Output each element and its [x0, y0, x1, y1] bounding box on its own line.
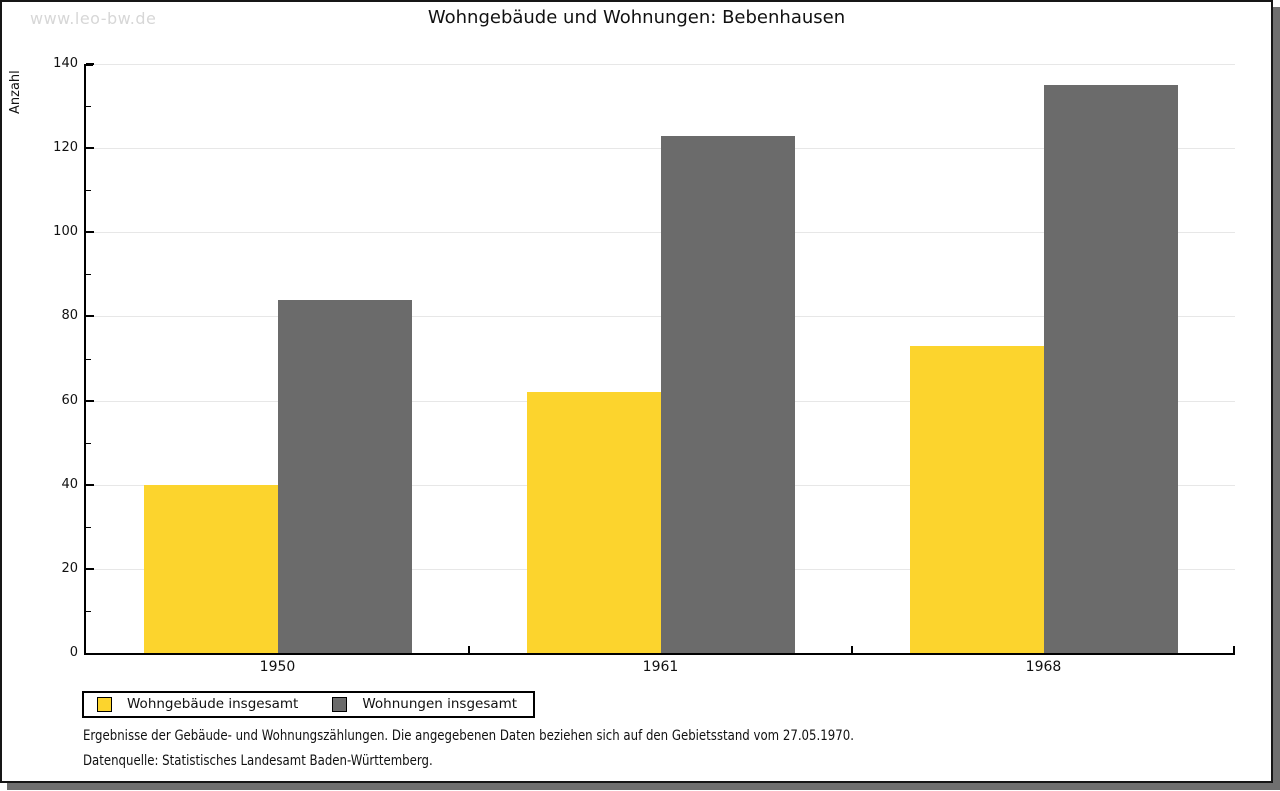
- bar-1968-series0: [909, 345, 1044, 653]
- bar-1961-series1: [660, 135, 795, 653]
- y-minor-tick-30: [86, 526, 91, 528]
- x-category-label-1968: 1968: [1025, 659, 1062, 675]
- footnotes: Ergebnisse der Gebäude- und Wohnungszähl…: [83, 724, 854, 774]
- y-minor-tick-10: [86, 610, 91, 612]
- plot-area: 0 20 40 60 80 100 120 140 1950 1961 1968: [53, 56, 1235, 675]
- x-tick-2: [851, 646, 853, 653]
- y-minor-tick-110: [86, 190, 91, 192]
- x-category-label-1961: 1961: [642, 659, 679, 675]
- y-minor-tick-90: [86, 274, 91, 276]
- x-axis-end-cap: [1233, 646, 1235, 653]
- bar-1968-series1: [1043, 85, 1178, 653]
- legend: Wohngebäude insgesamt Wohnungen insgesam…: [82, 691, 536, 718]
- y-tick-20: [86, 567, 94, 570]
- x-tick-1: [468, 646, 470, 653]
- y-tick-100: [86, 231, 94, 234]
- legend-entry-wohnungen: Wohnungen insgesamt: [332, 696, 517, 712]
- y-tick-label-20: 20: [61, 560, 78, 576]
- y-tick-label-80: 80: [61, 308, 78, 324]
- y-tick-80: [86, 315, 94, 318]
- bar-1950-series1: [277, 299, 412, 653]
- bar-1961-series0: [526, 392, 661, 653]
- y-tick-40: [86, 483, 94, 486]
- y-tick-label-140: 140: [53, 56, 78, 71]
- x-category-label-1950: 1950: [259, 659, 296, 675]
- y-axis-top-cap: [86, 64, 93, 66]
- y-minor-tick-70: [86, 358, 91, 360]
- y-tick-label-120: 120: [53, 140, 78, 156]
- chart-title: Wohngebäude und Wohnungen: Bebenhausen: [427, 7, 846, 28]
- y-minor-tick-50: [86, 442, 91, 444]
- y-tick-label-60: 60: [61, 392, 78, 408]
- legend-label-wohngebaeude: Wohngebäude insgesamt: [127, 696, 299, 712]
- legend-swatch-wohngebaeude: [97, 696, 112, 712]
- y-tick-60: [86, 399, 94, 402]
- footnote-data-source: Datenquelle: Statistisches Landesamt Bad…: [83, 753, 433, 769]
- y-minor-tick-130: [86, 106, 91, 108]
- bar-1950-series0: [143, 484, 278, 653]
- gridline-y-140: [86, 64, 1235, 65]
- y-tick-140: [86, 63, 94, 65]
- y-axis-label: Anzahl: [8, 70, 23, 114]
- watermark-text: www.leo-bw.de: [30, 9, 157, 28]
- y-tick-label-0: 0: [69, 645, 78, 660]
- y-tick-label-40: 40: [61, 476, 78, 492]
- y-tick-label-100: 100: [53, 224, 78, 240]
- footnote-source-note: Ergebnisse der Gebäude- und Wohnungszähl…: [83, 728, 854, 744]
- legend-label-wohnungen: Wohnungen insgesamt: [362, 696, 518, 712]
- legend-swatch-wohnungen: [332, 696, 348, 712]
- y-tick-120: [86, 147, 94, 150]
- legend-entry-wohngebaeude: Wohngebäude insgesamt: [97, 696, 298, 712]
